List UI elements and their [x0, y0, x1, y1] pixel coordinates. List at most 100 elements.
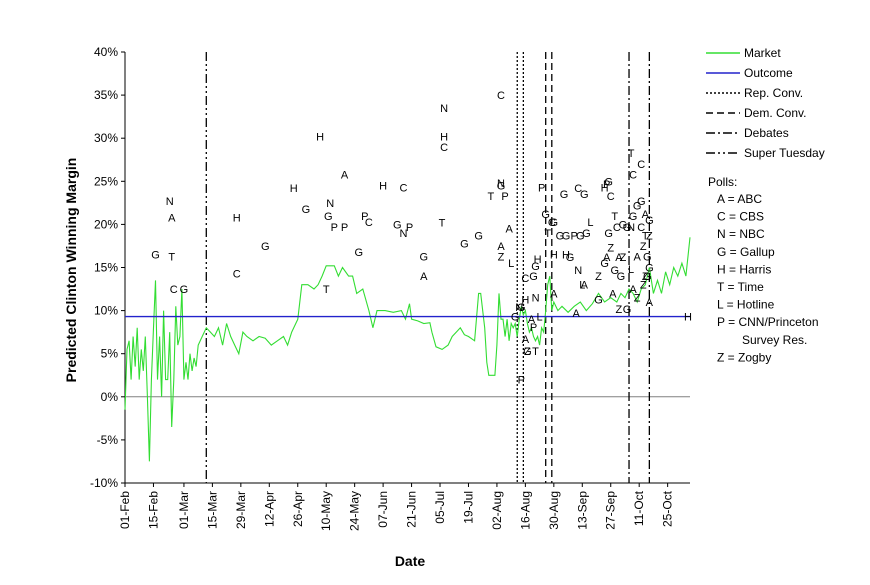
- poll-point: H: [521, 294, 529, 306]
- poll-point: P: [331, 222, 338, 234]
- poll-point: A: [581, 280, 589, 292]
- poll-point: G: [180, 284, 189, 296]
- x-tick-label: 01-Mar: [177, 491, 191, 529]
- poll-point: G: [576, 231, 585, 243]
- polls-key-item: T = Time: [717, 280, 764, 294]
- poll-point: G: [619, 219, 628, 231]
- poll-point: P: [361, 211, 368, 223]
- poll-point: C: [365, 217, 373, 229]
- poll-point: C: [170, 284, 178, 296]
- poll-point: N: [497, 178, 505, 190]
- polls-key-item: L = Hotline: [717, 298, 775, 312]
- poll-point: G: [633, 200, 642, 212]
- poll-point: A: [550, 288, 558, 300]
- poll-point: T: [487, 191, 494, 203]
- poll-point: G: [611, 265, 620, 277]
- x-tick-label: 27-Sep: [604, 491, 618, 530]
- poll-point: H: [290, 183, 298, 195]
- series-line-market: [124, 237, 691, 462]
- poll-point: P: [538, 182, 545, 194]
- x-tick-label: 29-Mar: [234, 491, 248, 529]
- y-tick-label: -5%: [97, 433, 119, 447]
- poll-point: P: [530, 322, 537, 334]
- poll-point: C: [637, 222, 645, 234]
- poll-point: P: [603, 179, 610, 191]
- poll-point: A: [609, 288, 617, 300]
- poll-point: G: [604, 228, 613, 240]
- poll-point: L: [587, 217, 593, 229]
- poll-point: G: [497, 181, 506, 193]
- x-tick-label: 15-Mar: [205, 491, 219, 529]
- poll-point: N: [627, 222, 635, 234]
- poll-point: A: [341, 169, 349, 181]
- poll-point: Z: [640, 241, 647, 253]
- legend: Market Outcome Rep. Conv. Dem. Conv. Debates…: [706, 46, 825, 364]
- poll-point: C: [607, 191, 615, 203]
- polls-key-item: G = Gallup: [717, 245, 775, 259]
- y-tick-label: 15%: [94, 261, 118, 275]
- poll-point: G: [531, 261, 540, 273]
- y-tick-label: 0%: [101, 390, 119, 404]
- poll-point: N: [532, 293, 540, 305]
- poll-point: Z: [634, 293, 641, 305]
- x-tick-label: 01-Feb: [118, 491, 132, 529]
- poll-point: G: [562, 231, 571, 243]
- poll-point: P: [406, 222, 413, 234]
- poll-point: P: [501, 191, 508, 203]
- polls-key-item: H = Harris: [717, 262, 771, 276]
- poll-point: G: [623, 222, 632, 234]
- poll-point: L: [628, 264, 634, 276]
- poll-point: G: [261, 241, 270, 253]
- poll-point: H: [379, 181, 387, 193]
- y-axis-title: Predicted Clinton Winning Margin: [63, 158, 79, 383]
- poll-point: A: [573, 308, 581, 320]
- poll-point: G: [529, 271, 538, 283]
- poll-point: H: [534, 254, 542, 266]
- poll-point: Z: [498, 251, 505, 263]
- poll-point: T: [544, 228, 551, 240]
- x-tick-label: 26-Apr: [291, 491, 305, 527]
- poll-point: L: [537, 312, 543, 324]
- poll-point: A: [629, 284, 637, 296]
- poll-point: Z: [524, 346, 531, 358]
- poll-point: N: [515, 302, 523, 314]
- poll-point: Z: [642, 271, 649, 283]
- poll-point: A: [505, 224, 513, 236]
- poll-point: G: [645, 263, 654, 275]
- poll-point: C: [613, 222, 621, 234]
- x-tick-label: 25-Oct: [661, 490, 675, 527]
- x-tick-label: 21-Jun: [405, 491, 419, 528]
- poll-point: N: [574, 265, 582, 277]
- poll-point: T: [323, 284, 330, 296]
- poll-point: A: [420, 271, 428, 283]
- poll-point: G: [643, 251, 652, 263]
- poll-point: G: [419, 251, 428, 263]
- poll-point: G: [556, 231, 565, 243]
- poll-point: Z: [595, 271, 602, 283]
- poll-point: A: [168, 213, 176, 225]
- poll-point: C: [497, 90, 505, 102]
- plot-area: -10% -5% 0% 5% 10% 15% 20% 25% 30% 35% 40% 01-Feb 15…: [90, 45, 692, 531]
- poll-point: G: [393, 219, 402, 231]
- legend-label: Rep. Conv.: [744, 86, 803, 100]
- polls-key-item: P = CNN/Princeton: [717, 315, 819, 329]
- poll-point: G: [550, 217, 559, 229]
- poll-point: T: [642, 231, 649, 243]
- legend-label: Outcome: [744, 66, 793, 80]
- poll-point: G: [324, 211, 333, 223]
- poll-point: A: [642, 209, 650, 221]
- poll-point: G: [541, 209, 550, 221]
- poll-point: C: [629, 169, 637, 181]
- x-tick-label: 19-Jul: [461, 491, 475, 524]
- poll-point: P: [518, 375, 525, 387]
- poll-point: G: [560, 189, 569, 201]
- poll-point: G: [629, 211, 638, 223]
- polls-key-item: A = ABC: [717, 192, 762, 206]
- poll-point: T: [439, 218, 446, 230]
- poll-point: G: [594, 294, 603, 306]
- poll-point: G: [643, 271, 652, 283]
- x-tick-label: 16-Aug: [518, 491, 532, 530]
- poll-point: C: [637, 159, 645, 171]
- poll-point: N: [326, 198, 334, 210]
